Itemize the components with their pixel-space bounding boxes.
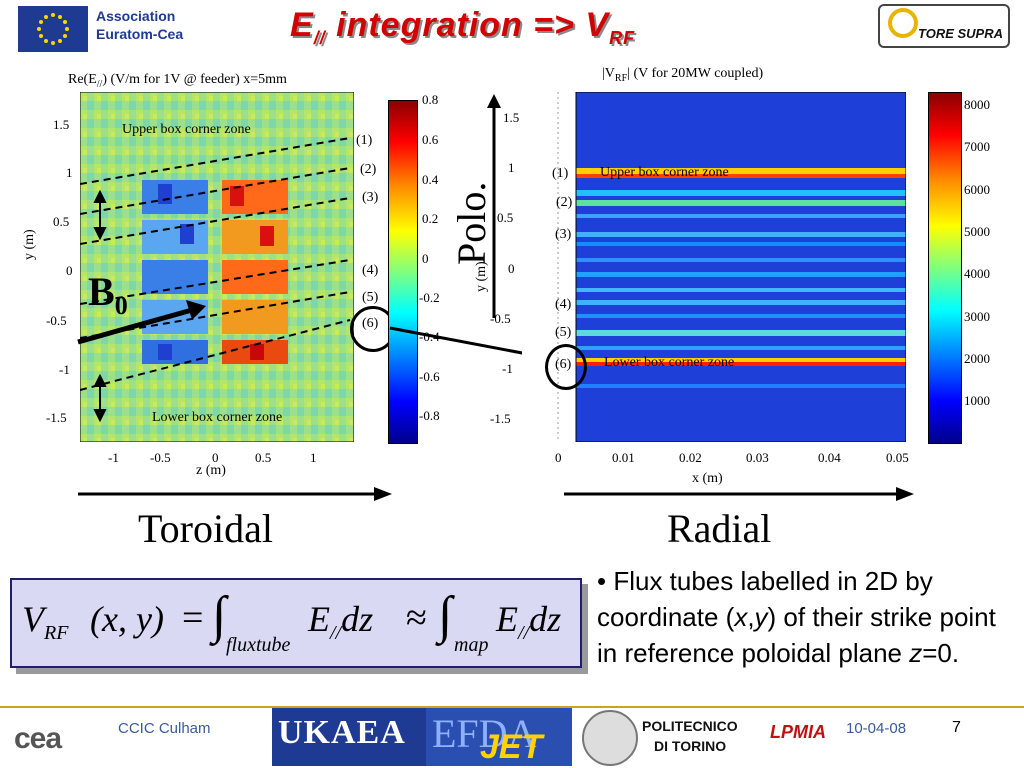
b0-arrow <box>77 300 206 345</box>
right-tube-4: (4) <box>555 297 572 312</box>
left-x-tick-4: 0.5 <box>255 450 272 465</box>
toroidal-arrow <box>78 487 392 501</box>
eu-flag-logo <box>18 6 88 52</box>
field-background <box>80 92 354 442</box>
right-vrf-map <box>522 92 906 442</box>
right-x-tick-3: 0.02 <box>679 450 702 465</box>
right-x-tick-2: 0.01 <box>612 450 635 465</box>
left-x-tick-3: 0 <box>212 450 219 465</box>
date-label: 10-04-08 <box>846 720 907 737</box>
left-x-tick-5: 1 <box>310 450 317 465</box>
left-tube-1: (1) <box>356 133 373 148</box>
right-x-tick-4: 0.03 <box>746 450 769 465</box>
poloidal-arrow <box>487 94 501 318</box>
right-lower-zone-label: Lower box corner zone <box>604 355 735 370</box>
left-tube-3: (3) <box>362 190 379 205</box>
right-tube-2: (2) <box>556 195 573 210</box>
right-x-tick-1: 0 <box>555 450 562 465</box>
flux-tube-bullet: • Flux tubes labelled in 2D by coordinat… <box>597 566 996 668</box>
right-x-tick-6: 0.05 <box>886 450 909 465</box>
footer-divider <box>0 706 1024 708</box>
tore-supra-text: TORE SUPRA <box>918 26 1003 41</box>
left-lower-zone-label: Lower box corner zone <box>152 410 283 425</box>
cea-logo: cea <box>14 722 62 755</box>
right-x-tick-5: 0.04 <box>818 450 841 465</box>
integral-sign-2: ∫ <box>438 587 453 644</box>
radial-arrow <box>564 487 914 501</box>
left-plot-title: Re(E//) (V/m for 1V @ feeder) x=5mm <box>68 72 287 90</box>
integral-sign-1: ∫ <box>212 587 227 644</box>
politecnico-seal-icon <box>582 710 638 766</box>
efda-jet-logo: EFDA JET <box>426 708 572 766</box>
poloidal-label: Polo. <box>449 181 494 265</box>
eu-stars-icon <box>37 13 69 45</box>
politecnico-label: POLITECNICO DI TORINO <box>642 718 738 754</box>
left-x-tick-1: -1 <box>108 450 119 465</box>
left-tube-2: (2) <box>360 162 377 177</box>
right-plot-title: |VRF| (V for 20MW coupled) <box>602 66 764 84</box>
right-colorbar <box>928 92 962 444</box>
radial-label: Radial <box>667 506 772 551</box>
right-tube-1: (1) <box>552 166 569 181</box>
left-colorbar <box>388 100 418 444</box>
page-number: 7 <box>952 719 961 736</box>
vrf-stripes <box>576 168 906 388</box>
antenna-straps-red <box>222 180 288 364</box>
left-y-label: y (m) <box>22 229 37 260</box>
lpmia-logo: LPMIA <box>770 722 826 742</box>
left-tube-5: (5) <box>362 290 379 305</box>
right-x-label: x (m) <box>692 471 723 486</box>
tore-supra-logo: TORE SUPRA <box>878 4 1010 48</box>
slide-title: E// integration => VRF <box>290 6 636 48</box>
toroidal-label: Toroidal <box>138 506 273 551</box>
zone-height-arrows <box>93 189 107 423</box>
right-tube-3: (3) <box>555 227 572 242</box>
right-tube-5: (5) <box>555 325 572 340</box>
left-field-map <box>80 92 354 442</box>
flux-tube-lines <box>80 137 351 391</box>
tore-supra-o-icon <box>888 8 918 38</box>
left-x-tick-2: -0.5 <box>150 450 171 465</box>
vrf-background <box>576 92 906 442</box>
left-upper-zone-label: Upper box corner zone <box>122 122 251 137</box>
ukaea-logo: UKAEA <box>272 708 426 766</box>
left-x-label: z (m) <box>196 463 226 478</box>
ccic-culham-label: CCIC Culham <box>118 720 211 737</box>
left-tube-4: (4) <box>362 263 379 278</box>
integration-formula: VRF (x, y) = ∫ fluxtube E//dz ≈ ∫ map E/… <box>10 578 582 668</box>
right-upper-zone-label: Upper box corner zone <box>600 165 729 180</box>
b0-label: B0 <box>88 269 128 320</box>
right-tube-6-circle <box>545 344 587 390</box>
association-label: Association Euratom-Cea <box>96 8 184 42</box>
